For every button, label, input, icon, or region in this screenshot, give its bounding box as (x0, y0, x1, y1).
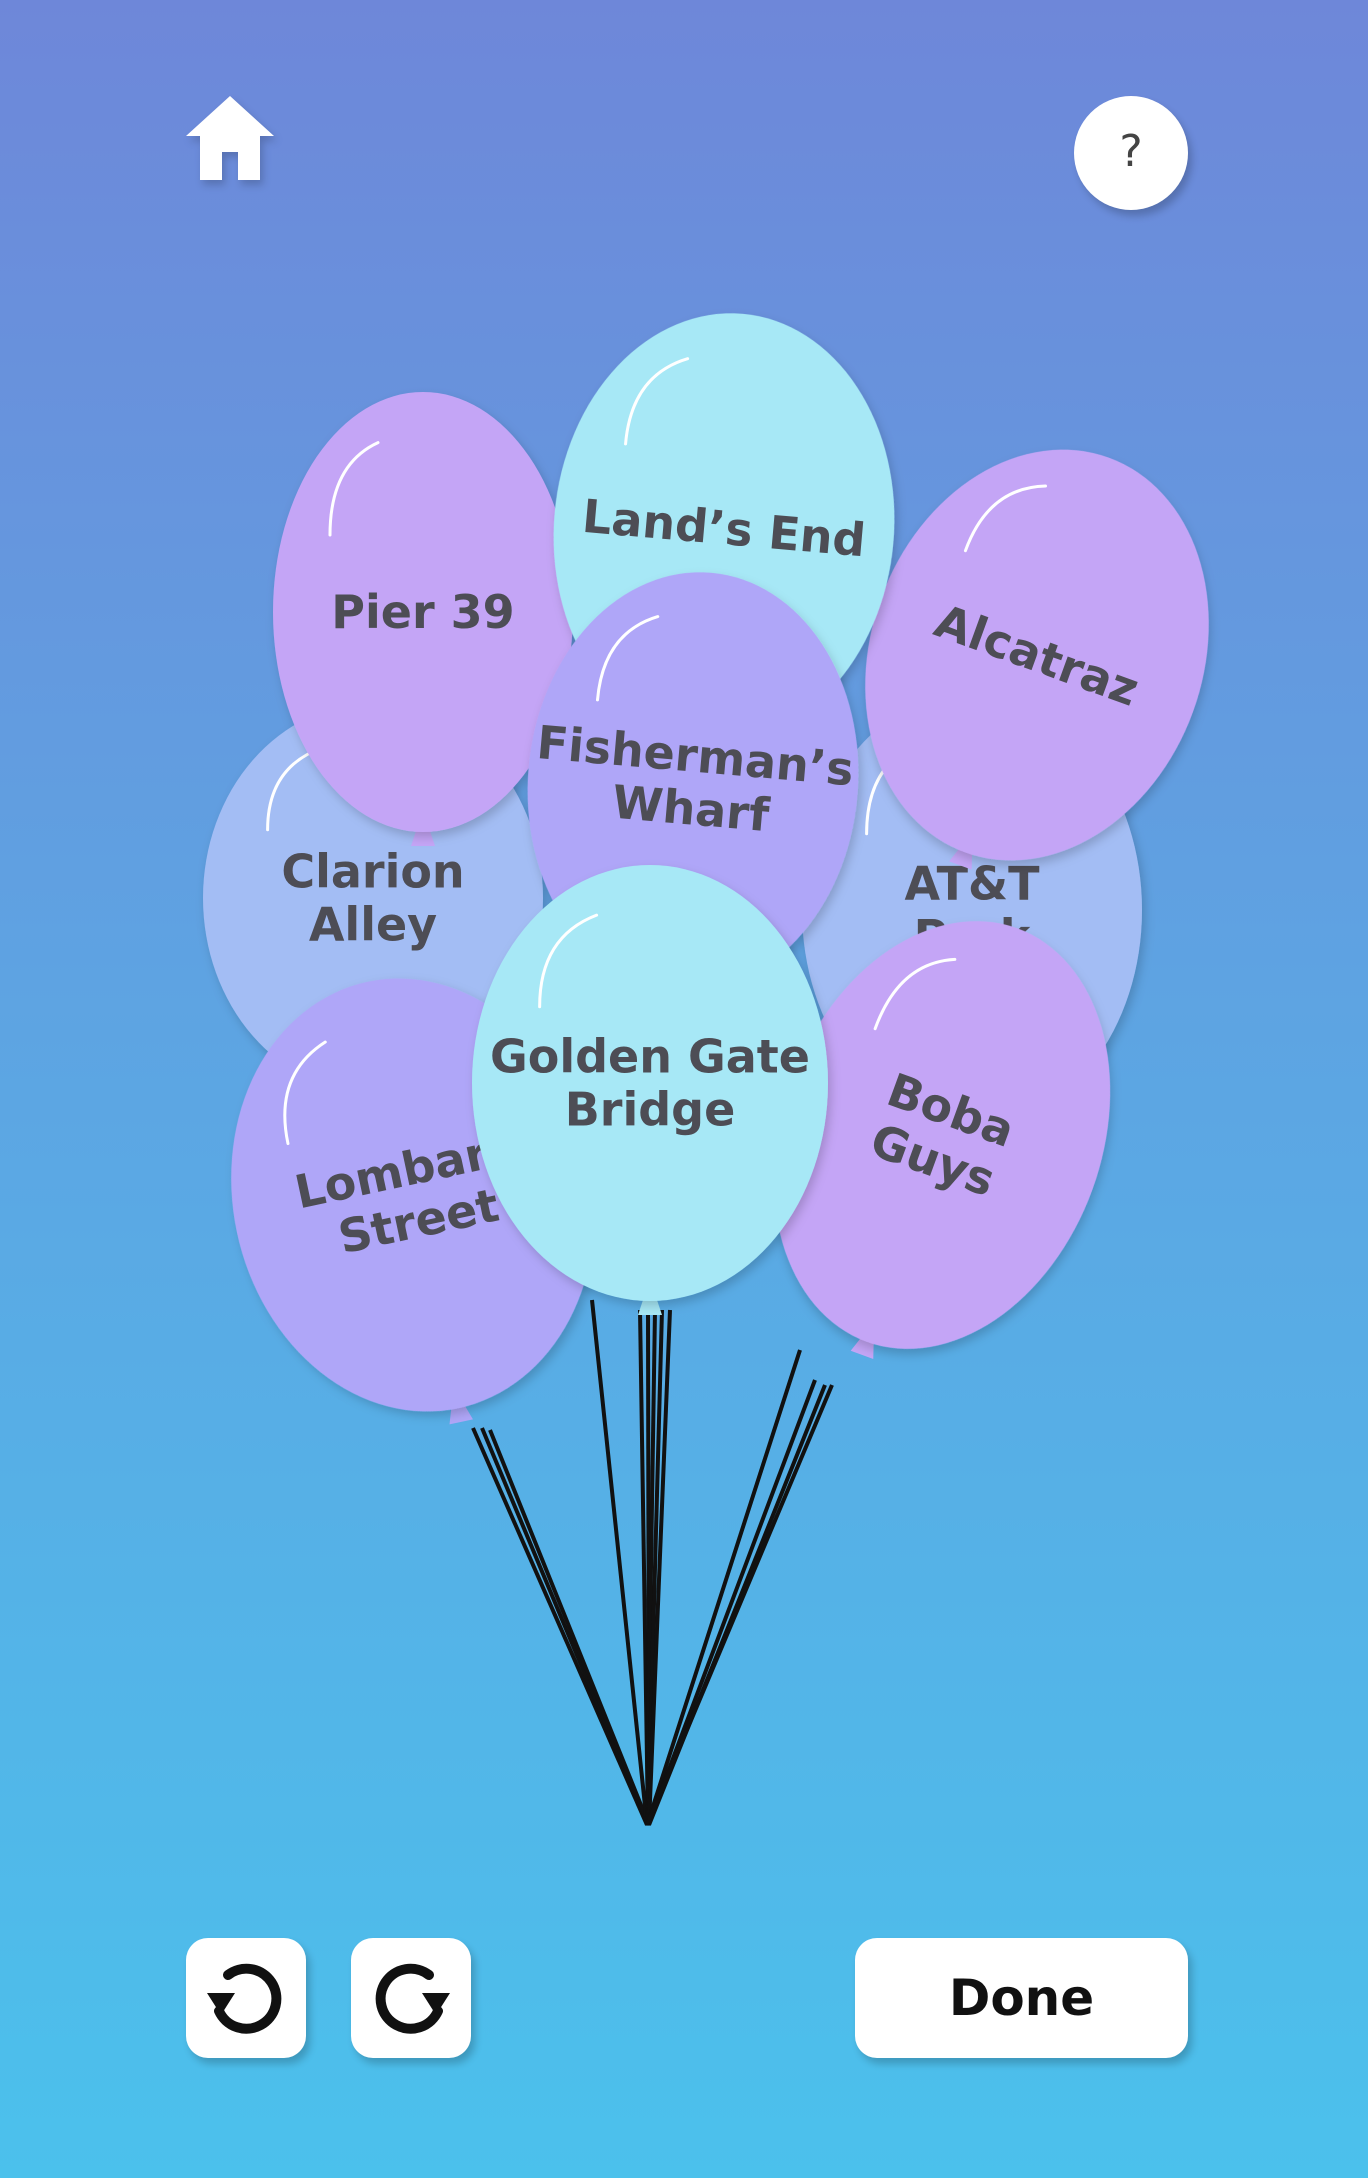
balloon-label: Golden Gate Bridge (490, 1030, 810, 1137)
balloon-string (647, 1309, 672, 1826)
balloon-label: Clarion Alley (281, 845, 464, 952)
balloon-label-line: AT&T (905, 857, 1041, 911)
balloon-label-line: Bridge (565, 1083, 736, 1137)
balloon-boba-guys[interactable]: BobaGuys (712, 874, 1168, 1410)
undo-icon (207, 1963, 282, 2034)
done-button[interactable]: Done (855, 1938, 1188, 2058)
balloon-highlight (328, 441, 380, 537)
balloon-string (645, 1384, 834, 1826)
undo-button[interactable] (186, 1938, 306, 2058)
redo-icon (375, 1963, 450, 2034)
balloon-body (865, 449, 1209, 861)
balloon-highlight (963, 484, 1048, 553)
balloon-highlight (283, 1040, 327, 1146)
balloon-string (488, 1429, 651, 1826)
balloon-golden-gate-bridge[interactable]: Golden Gate Bridge (472, 865, 828, 1315)
help-button[interactable]: ? (1074, 96, 1188, 210)
balloon-strings (471, 1299, 834, 1826)
balloon-label: Pier 39 (331, 585, 514, 639)
help-label: ? (1119, 125, 1143, 177)
balloon-string (645, 1349, 802, 1826)
balloon-label-line: Clarion (281, 845, 464, 899)
balloon-knot (638, 1297, 662, 1315)
balloon-string (590, 1299, 649, 1826)
done-label: Done (948, 1969, 1095, 2027)
balloon-highlight (538, 913, 599, 1009)
balloon-body (273, 392, 573, 832)
balloon-body (773, 921, 1111, 1349)
balloon-string (646, 1379, 817, 1826)
balloon-string (471, 1427, 649, 1826)
home-icon (186, 96, 274, 180)
balloon-pier-39[interactable]: Pier 39 (273, 392, 573, 846)
balloon-alcatraz[interactable]: Alcatraz (804, 401, 1264, 922)
home-button[interactable] (180, 90, 280, 190)
balloon-label-line: Golden Gate (490, 1030, 810, 1084)
balloon-body (472, 865, 828, 1301)
balloon-highlight (595, 615, 660, 702)
balloon-highlight (624, 357, 690, 446)
balloon-knot (411, 828, 435, 846)
balloon-label-line: Alley (309, 898, 437, 952)
redo-button[interactable] (351, 1938, 471, 2058)
balloon-label-line: Pier 39 (331, 585, 514, 639)
balloon-string (646, 1309, 664, 1826)
balloon-highlight (873, 957, 957, 1031)
